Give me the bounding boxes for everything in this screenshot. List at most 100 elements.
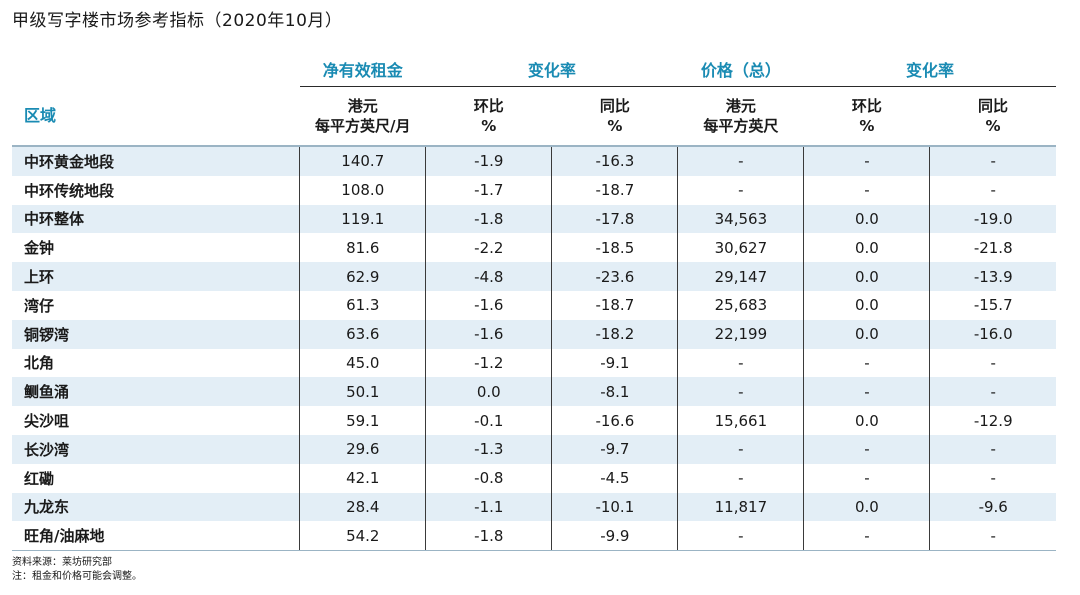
rent-yoy-cell: -9.7 bbox=[551, 434, 678, 464]
table-row: 红磡 42.1 -0.8 -4.5- - - bbox=[12, 463, 1056, 493]
price-cell: 29,147 bbox=[677, 262, 804, 291]
group-header-price-change: 变化率 bbox=[803, 52, 1056, 87]
rent-mom-cell: -1.6 bbox=[425, 319, 552, 349]
rent-cell: 62.9 bbox=[299, 262, 426, 291]
price-yoy-cell: - bbox=[929, 521, 1056, 552]
column-header-price-mom: 环比% bbox=[803, 86, 930, 147]
rent-cell: 42.1 bbox=[299, 463, 426, 493]
price-mom-cell: - bbox=[803, 175, 930, 205]
price-mom-cell: - bbox=[803, 348, 930, 378]
price-yoy-cell: - bbox=[929, 348, 1056, 378]
region-cell: 红磡 bbox=[12, 463, 300, 493]
column-header-rent: 港元 每平方英尺/月 bbox=[299, 86, 426, 147]
region-cell: 北角 bbox=[12, 348, 300, 378]
rent-cell: 108.0 bbox=[299, 175, 426, 205]
rent-mom-cell: -1.8 bbox=[425, 204, 552, 234]
rent-mom-cell: -1.8 bbox=[425, 521, 552, 552]
rent-mom-cell: -1.1 bbox=[425, 492, 552, 522]
price-yoy-cell: -19.0 bbox=[929, 204, 1056, 234]
table-row: 鲗鱼涌 50.1 0.0 -8.1- - - bbox=[12, 377, 1056, 407]
table-row: 湾仔 61.3 -1.6 -18.7 25,683 0.0 -15.7 bbox=[12, 290, 1056, 320]
group-header-blank bbox=[12, 52, 300, 87]
rent-cell: 63.6 bbox=[299, 319, 426, 349]
rent-mom-cell: -1.2 bbox=[425, 348, 552, 378]
rent-mom-cell: -1.7 bbox=[425, 175, 552, 205]
price-mom-cell: - bbox=[803, 463, 930, 493]
rent-mom-cell: -1.3 bbox=[425, 434, 552, 464]
rent-cell: 54.2 bbox=[299, 521, 426, 552]
rent-yoy-cell: -18.7 bbox=[551, 290, 678, 320]
rent-cell: 59.1 bbox=[299, 406, 426, 435]
group-header-row: 净有效租金 变化率 价格（总） 变化率 bbox=[12, 52, 1056, 87]
table-row: 中环传统地段 108.0 -1.7 -18.7- - - bbox=[12, 175, 1056, 205]
price-cell: 15,661 bbox=[677, 406, 804, 435]
rent-yoy-cell: -9.1 bbox=[551, 348, 678, 378]
rent-mom-cell: -1.9 bbox=[425, 146, 552, 176]
group-header-rent-change: 变化率 bbox=[425, 52, 678, 87]
price-yoy-cell: -13.9 bbox=[929, 262, 1056, 291]
table-row: 旺角/油麻地 54.2 -1.8 -9.9- - - bbox=[12, 521, 1056, 552]
source-note: 资料来源：莱坊研究部 bbox=[12, 557, 112, 568]
price-yoy-cell: -16.0 bbox=[929, 319, 1056, 349]
region-cell: 上环 bbox=[12, 262, 300, 291]
price-mom-cell: 0.0 bbox=[803, 319, 930, 349]
column-header-rent-mom: 环比% bbox=[425, 86, 552, 147]
price-cell: 25,683 bbox=[677, 290, 804, 320]
rent-yoy-cell: -9.9 bbox=[551, 521, 678, 552]
rent-yoy-cell: -8.1 bbox=[551, 377, 678, 407]
rent-yoy-cell: -10.1 bbox=[551, 492, 678, 522]
group-header-price: 价格（总） bbox=[677, 52, 804, 87]
price-cell: - bbox=[677, 521, 804, 552]
rent-yoy-cell: -23.6 bbox=[551, 262, 678, 291]
rent-mom-cell: 0.0 bbox=[425, 377, 552, 407]
price-mom-cell: - bbox=[803, 377, 930, 407]
price-cell: - bbox=[677, 377, 804, 407]
column-header-price: 港元 每平方英尺 bbox=[677, 86, 804, 147]
table-row: 九龙东 28.4 -1.1 -10.1 11,817 0.0 -9.6 bbox=[12, 492, 1056, 522]
rent-yoy-cell: -4.5 bbox=[551, 463, 678, 493]
price-cell: - bbox=[677, 463, 804, 493]
column-header-region: 区域 bbox=[12, 86, 300, 147]
rent-mom-cell: -4.8 bbox=[425, 262, 552, 291]
price-cell: 11,817 bbox=[677, 492, 804, 522]
rent-cell: 45.0 bbox=[299, 348, 426, 378]
price-yoy-cell: -21.8 bbox=[929, 233, 1056, 263]
price-yoy-cell: - bbox=[929, 175, 1056, 205]
page-title: 甲级写字楼市场参考指标（2020年10月） bbox=[12, 11, 343, 31]
price-mom-cell: 0.0 bbox=[803, 290, 930, 320]
price-cell: 22,199 bbox=[677, 319, 804, 349]
price-mom-cell: 0.0 bbox=[803, 204, 930, 234]
rent-cell: 29.6 bbox=[299, 434, 426, 464]
column-header-row: 区域 港元 每平方英尺/月 环比% 同比% 港元 每平方英尺 环比% 同比% bbox=[12, 86, 1056, 147]
rent-mom-cell: -1.6 bbox=[425, 290, 552, 320]
price-yoy-cell: - bbox=[929, 146, 1056, 176]
rent-mom-cell: -0.8 bbox=[425, 463, 552, 493]
price-yoy-cell: -9.6 bbox=[929, 492, 1056, 522]
rent-cell: 61.3 bbox=[299, 290, 426, 320]
rent-yoy-cell: -18.2 bbox=[551, 319, 678, 349]
table-row: 中环整体 119.1 -1.8 -17.8 34,563 0.0 -19.0 bbox=[12, 204, 1056, 234]
rent-yoy-cell: -16.3 bbox=[551, 146, 678, 176]
table-row: 尖沙咀 59.1 -0.1 -16.6 15,661 0.0 -12.9 bbox=[12, 406, 1056, 435]
price-yoy-cell: - bbox=[929, 434, 1056, 464]
price-cell: - bbox=[677, 175, 804, 205]
rent-cell: 81.6 bbox=[299, 233, 426, 263]
rent-yoy-cell: -17.8 bbox=[551, 204, 678, 234]
price-mom-cell: 0.0 bbox=[803, 233, 930, 263]
table-row: 上环 62.9 -4.8 -23.6 29,147 0.0 -13.9 bbox=[12, 262, 1056, 291]
region-cell: 中环黄金地段 bbox=[12, 146, 300, 176]
region-cell: 长沙湾 bbox=[12, 434, 300, 464]
region-cell: 中环传统地段 bbox=[12, 175, 300, 205]
price-cell: - bbox=[677, 146, 804, 176]
price-mom-cell: - bbox=[803, 434, 930, 464]
region-cell: 金钟 bbox=[12, 233, 300, 263]
table-row: 北角 45.0 -1.2 -9.1- - - bbox=[12, 348, 1056, 378]
market-indicators-table: 净有效租金 变化率 价格（总） 变化率 区域 港元 每平方英尺/月 环比% 同比%… bbox=[12, 52, 1056, 552]
region-cell: 鲗鱼涌 bbox=[12, 377, 300, 407]
rent-mom-cell: -2.2 bbox=[425, 233, 552, 263]
table-body: 中环黄金地段 140.7 -1.9 -16.3- - - 中环传统地段 108.0 -1.7 -1… bbox=[12, 146, 1056, 552]
price-cell: 30,627 bbox=[677, 233, 804, 263]
table-row: 金钟 81.6 -2.2 -18.5 30,627 0.0 -21.8 bbox=[12, 233, 1056, 263]
region-cell: 尖沙咀 bbox=[12, 406, 300, 435]
rent-cell: 28.4 bbox=[299, 492, 426, 522]
